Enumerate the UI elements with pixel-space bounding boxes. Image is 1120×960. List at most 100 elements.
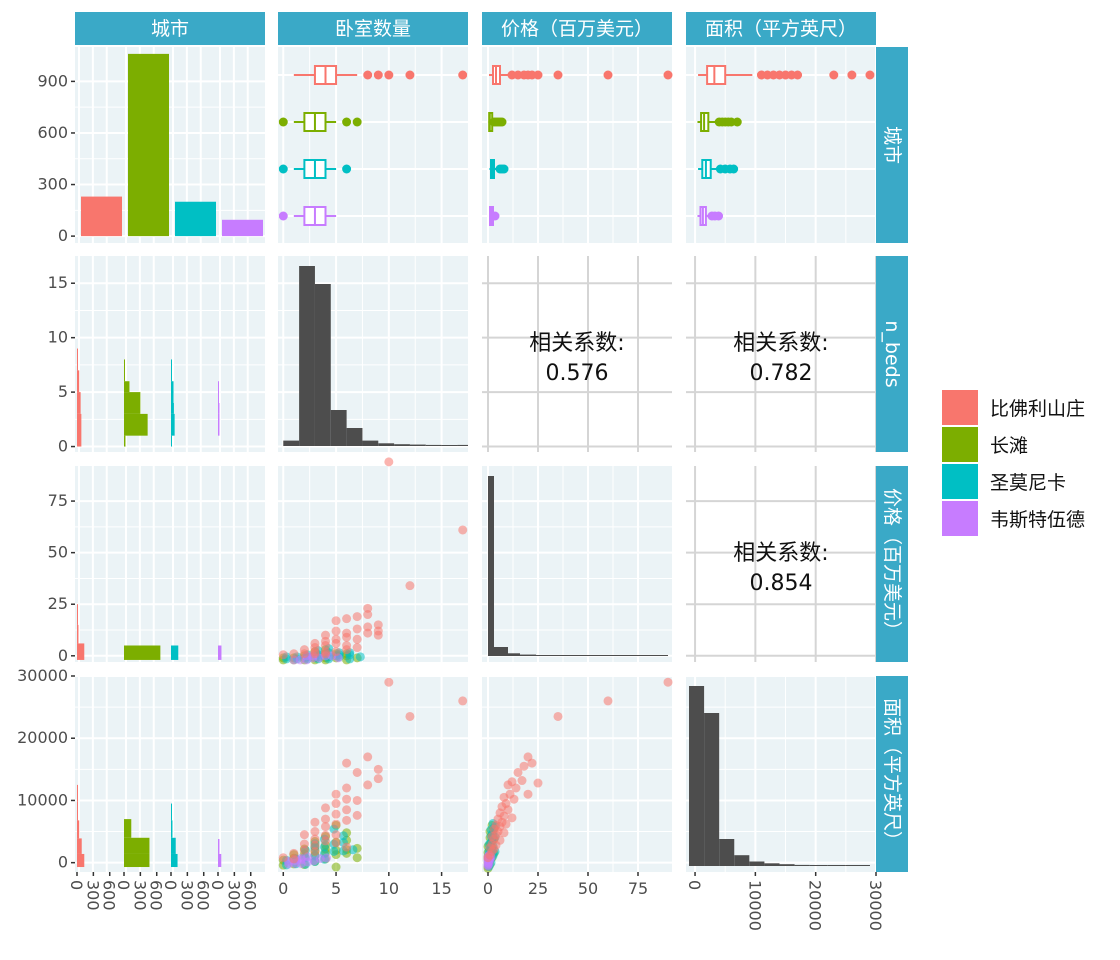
scatter-point	[321, 640, 330, 650]
scatter-point	[513, 767, 523, 777]
density-histogram-bar	[638, 655, 668, 656]
scatter-point	[321, 814, 330, 824]
scatter-point	[321, 630, 330, 640]
scatter-point	[289, 649, 299, 659]
scatter-point	[363, 780, 373, 790]
boxplot-sqft-3	[697, 206, 724, 226]
scatter-point	[342, 805, 352, 815]
outlier-point	[729, 164, 739, 174]
scatter-point	[289, 854, 299, 864]
count-histogram-bar	[218, 403, 220, 414]
count-histogram-bar	[77, 784, 78, 802]
scatter-point	[342, 794, 352, 804]
density-histogram-bar	[689, 686, 705, 866]
y-tick-label: 900	[37, 71, 68, 90]
scatter-point	[342, 758, 352, 768]
x-tick-label: 300	[224, 880, 243, 911]
scatter-point	[345, 654, 355, 664]
boxplot-beds-2	[278, 159, 352, 179]
density-histogram-bar	[552, 655, 578, 656]
column-strip	[482, 12, 672, 45]
outlier-point	[829, 70, 839, 80]
scatter-point	[352, 795, 362, 805]
boxplot-price-1	[488, 112, 507, 132]
y-tick-label: 30000	[17, 666, 68, 685]
correlation-label: 相关系数:	[733, 541, 828, 566]
x-tick-label: 0	[67, 880, 86, 890]
scatter-point	[310, 840, 320, 850]
outlier-point	[278, 117, 288, 127]
scatter-point	[331, 789, 341, 799]
count-histogram-bar	[171, 381, 174, 403]
scatter-point	[310, 827, 320, 837]
scatter-point	[299, 839, 309, 849]
legend-key	[942, 390, 978, 425]
density-histogram-bar	[425, 444, 442, 446]
density-histogram-bar	[508, 653, 520, 656]
density-histogram-bar	[457, 444, 468, 446]
scatter-point	[299, 830, 309, 840]
outlier-point	[278, 211, 288, 221]
scatter-point	[331, 838, 341, 848]
panel-background-1-2	[482, 256, 672, 452]
outlier-point	[384, 70, 394, 80]
outlier-point	[342, 164, 352, 174]
boxplot-sqft-0	[698, 65, 875, 85]
column-strip	[75, 12, 265, 45]
column-strip-label: 城市	[151, 18, 189, 40]
count-histogram-bar	[124, 359, 125, 382]
density-histogram-bar	[378, 443, 395, 446]
x-tick-label: 20000	[806, 880, 825, 931]
panel-background-2-1	[278, 466, 468, 662]
outlier-point	[553, 70, 563, 80]
box	[706, 65, 727, 85]
scatter-point	[278, 853, 288, 863]
density-histogram-bar	[764, 863, 780, 866]
outlier-point	[499, 164, 509, 174]
outlier-point	[458, 70, 468, 80]
density-histogram-bar	[845, 865, 870, 866]
scatter-point	[527, 758, 537, 768]
scatter-point	[553, 711, 563, 721]
boxplot-price-0	[489, 65, 673, 85]
panel-grid-3-1	[278, 675, 468, 872]
legend-label: 韦斯特伍德	[990, 509, 1085, 531]
count-histogram-bar	[124, 413, 148, 436]
density-histogram-bar	[409, 444, 426, 446]
count-histogram-bar	[218, 839, 220, 854]
count-histogram-bar	[218, 413, 220, 436]
panel-grid-2-1	[278, 466, 468, 662]
row-strip	[876, 676, 908, 872]
count-histogram-bar	[124, 381, 130, 393]
panel-background-2-2	[482, 466, 672, 662]
scatter-point	[363, 603, 373, 613]
scatter-point	[352, 767, 362, 777]
density-histogram-bar	[734, 855, 750, 866]
count-histogram-bar	[124, 819, 132, 838]
panel-background-1-0	[75, 256, 265, 452]
scatter-point	[331, 647, 341, 657]
column-strip	[278, 12, 468, 45]
density-histogram-bar	[494, 647, 508, 656]
density-histogram-bar	[488, 476, 494, 656]
count-histogram-bar	[171, 413, 175, 436]
y-tick-label: 15	[48, 273, 68, 292]
scatter-point	[405, 581, 415, 591]
scatter-point	[321, 836, 330, 846]
scatter-point	[363, 622, 373, 632]
row-strip	[876, 466, 908, 662]
count-histogram-bar	[218, 381, 219, 403]
scatter-point	[499, 828, 509, 838]
scatter-point	[322, 853, 332, 863]
outlier-point	[847, 70, 857, 80]
panel-background-3-0	[75, 676, 265, 872]
scatter-point	[342, 645, 352, 655]
count-histogram-bar	[124, 403, 141, 414]
boxplot-price-2	[489, 159, 509, 179]
row-strip	[876, 256, 908, 452]
scatter-point	[310, 846, 320, 856]
y-tick-label: 10	[48, 328, 68, 347]
count-histogram-bar	[77, 853, 85, 868]
x-tick-label: 600	[147, 880, 166, 911]
scatter-point	[299, 649, 309, 659]
